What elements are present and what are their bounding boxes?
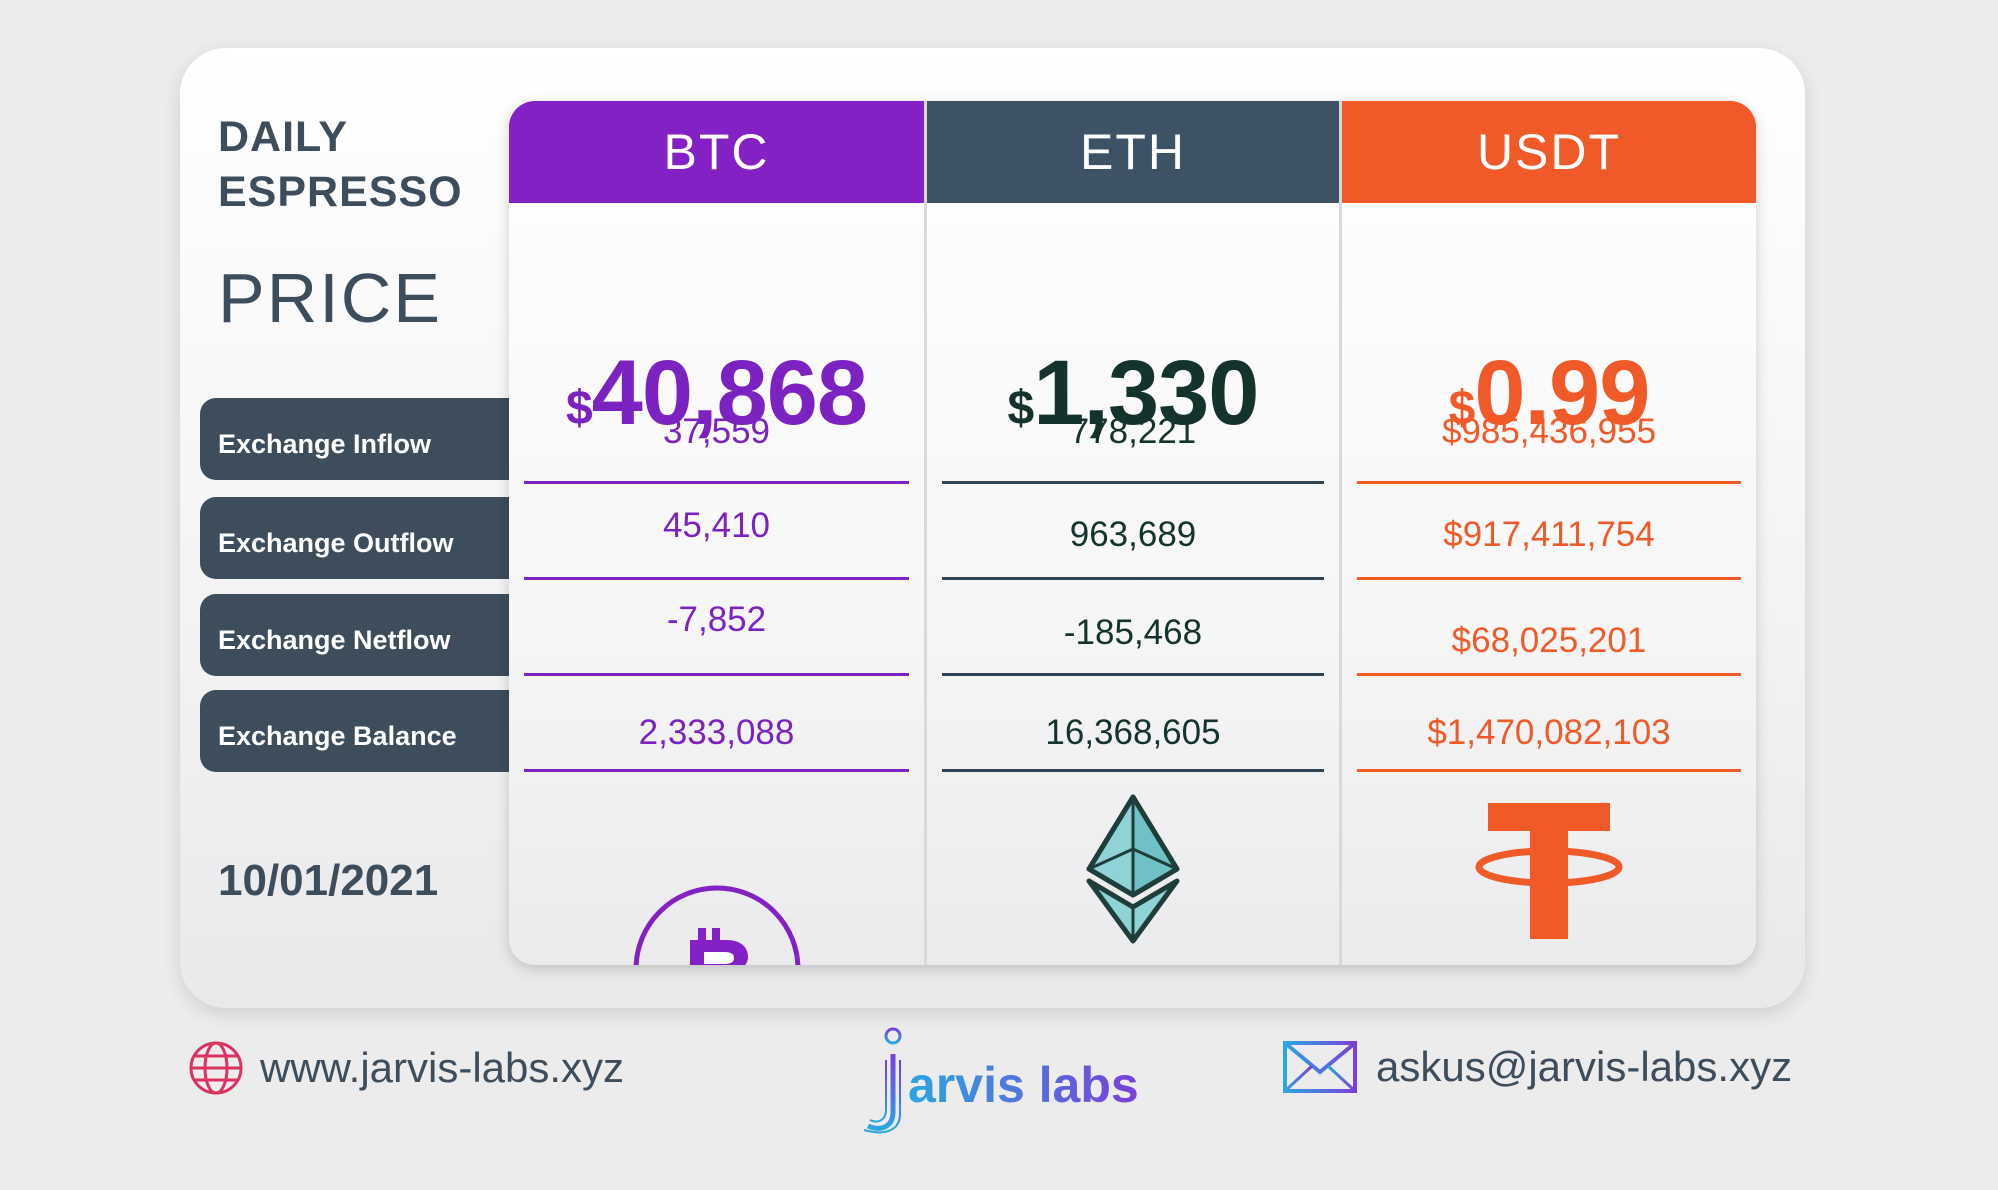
value-eth-netflow: -185,468	[1063, 613, 1203, 652]
metric-label-outflow: Exchange Outflow	[200, 497, 530, 579]
column-usdt: USDT $0.99 $985,436,955 $917,411,754 $68…	[1339, 101, 1756, 965]
row-divider	[524, 673, 909, 676]
row-divider	[524, 481, 909, 484]
jarvis-labs-logo: arvis labs	[860, 1026, 1139, 1136]
row-divider	[1357, 577, 1741, 580]
price-label: PRICE	[218, 259, 442, 337]
row-divider	[942, 481, 1324, 484]
value-eth-inflow: 778,221	[1069, 412, 1197, 451]
metric-label-netflow: Exchange Netflow	[200, 594, 530, 676]
row-divider	[1357, 769, 1741, 772]
value-btc-inflow: 37,559	[662, 412, 771, 451]
price-eth: $1,330	[1007, 342, 1260, 444]
website-link[interactable]: www.jarvis-labs.xyz	[188, 1040, 624, 1096]
value-eth-outflow: 963,689	[1069, 515, 1197, 554]
value-btc-outflow: 45,410	[662, 506, 771, 545]
value-btc-netflow: -7,852	[666, 600, 767, 639]
value-usdt-inflow: $985,436,955	[1441, 412, 1657, 451]
row-divider	[1357, 481, 1741, 484]
email-link[interactable]: askus@jarvis-labs.xyz	[1282, 1040, 1792, 1094]
coin-table: BTC $40,868 37,559 45,410 -7,852 2,333,0…	[509, 101, 1756, 965]
row-divider	[1357, 673, 1741, 676]
row-divider	[524, 769, 909, 772]
metric-label-inflow: Exchange Inflow	[200, 398, 530, 480]
price-usdt: $0.99	[1448, 342, 1651, 444]
value-usdt-outflow: $917,411,754	[1443, 515, 1655, 554]
value-usdt-balance: $1,470,082,103	[1427, 713, 1671, 752]
report-date: 10/01/2021	[218, 856, 439, 905]
column-eth: ETH $1,330 778,221 963,689 -185,468 16,3…	[924, 101, 1339, 965]
report-title: DAILY ESPRESSO	[218, 113, 463, 216]
website-text: www.jarvis-labs.xyz	[260, 1044, 625, 1091]
column-btc: BTC $40,868 37,559 45,410 -7,852 2,333,0…	[509, 101, 924, 965]
metric-label-balance: Exchange Balance	[200, 690, 530, 772]
value-btc-balance: 2,333,088	[638, 713, 795, 752]
row-divider	[942, 769, 1324, 772]
row-divider	[942, 577, 1324, 580]
email-text: askus@jarvis-labs.xyz	[1376, 1043, 1793, 1090]
brand-name: arvis labs	[908, 1057, 1139, 1113]
envelope-icon	[1283, 1041, 1357, 1093]
fingerprint-j-icon	[863, 1027, 902, 1134]
tether-icon	[1342, 801, 1756, 941]
column-header-btc: BTC	[509, 101, 924, 203]
column-header-eth: ETH	[927, 101, 1339, 203]
value-eth-balance: 16,368,605	[1045, 713, 1221, 752]
column-header-usdt: USDT	[1342, 101, 1756, 203]
ethereum-icon	[927, 793, 1339, 945]
row-divider	[942, 673, 1324, 676]
globe-icon	[189, 1041, 243, 1095]
value-usdt-netflow: $68,025,201	[1451, 621, 1647, 660]
bitcoin-icon	[509, 884, 924, 965]
price-btc: $40,868	[565, 342, 868, 444]
row-divider	[524, 577, 909, 580]
